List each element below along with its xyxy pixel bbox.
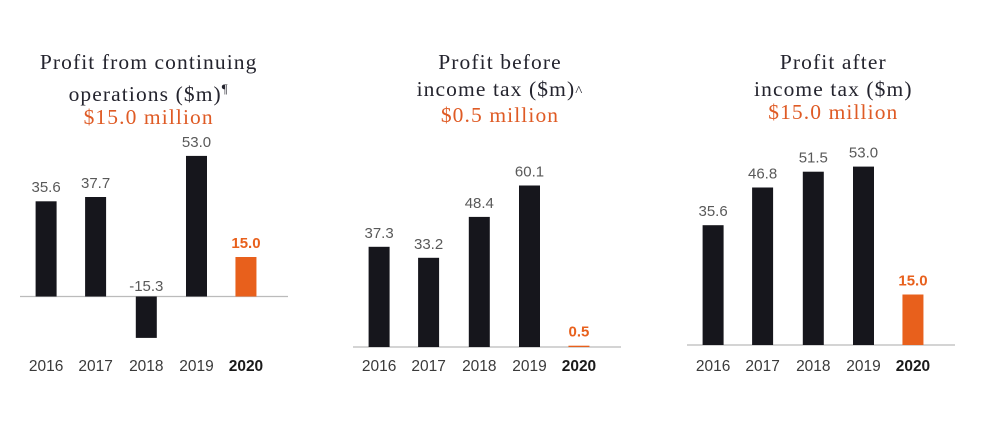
- svg-text:37.3: 37.3: [365, 225, 394, 242]
- svg-text:53.0: 53.0: [849, 145, 878, 162]
- svg-text:2020: 2020: [895, 358, 929, 375]
- svg-text:46.8: 46.8: [748, 166, 777, 183]
- svg-text:2018: 2018: [462, 358, 496, 375]
- svg-text:2017: 2017: [412, 358, 446, 375]
- svg-text:2019: 2019: [846, 358, 880, 375]
- svg-text:2018: 2018: [129, 358, 163, 375]
- svg-text:60.1: 60.1: [515, 164, 544, 181]
- svg-text:2016: 2016: [362, 358, 396, 375]
- svg-text:2020: 2020: [562, 358, 596, 375]
- svg-text:53.0: 53.0: [182, 134, 211, 151]
- svg-text:2019: 2019: [513, 358, 547, 375]
- svg-text:0.5: 0.5: [569, 324, 590, 341]
- svg-text:2016: 2016: [29, 358, 63, 375]
- svg-text:35.6: 35.6: [32, 179, 61, 196]
- svg-text:15.0: 15.0: [231, 235, 260, 252]
- svg-text:37.7: 37.7: [81, 175, 110, 192]
- svg-text:33.2: 33.2: [414, 236, 443, 253]
- svg-text:2020: 2020: [229, 358, 263, 375]
- svg-text:2017: 2017: [745, 358, 779, 375]
- svg-text:2019: 2019: [179, 358, 213, 375]
- svg-text:35.6: 35.6: [698, 203, 727, 220]
- svg-text:2018: 2018: [796, 358, 830, 375]
- svg-text:15.0: 15.0: [898, 272, 927, 289]
- svg-text:2017: 2017: [78, 358, 112, 375]
- svg-text:51.5: 51.5: [798, 150, 827, 167]
- svg-text:48.4: 48.4: [465, 195, 494, 212]
- svg-text:2016: 2016: [696, 358, 730, 375]
- svg-text:-15.3: -15.3: [129, 278, 163, 295]
